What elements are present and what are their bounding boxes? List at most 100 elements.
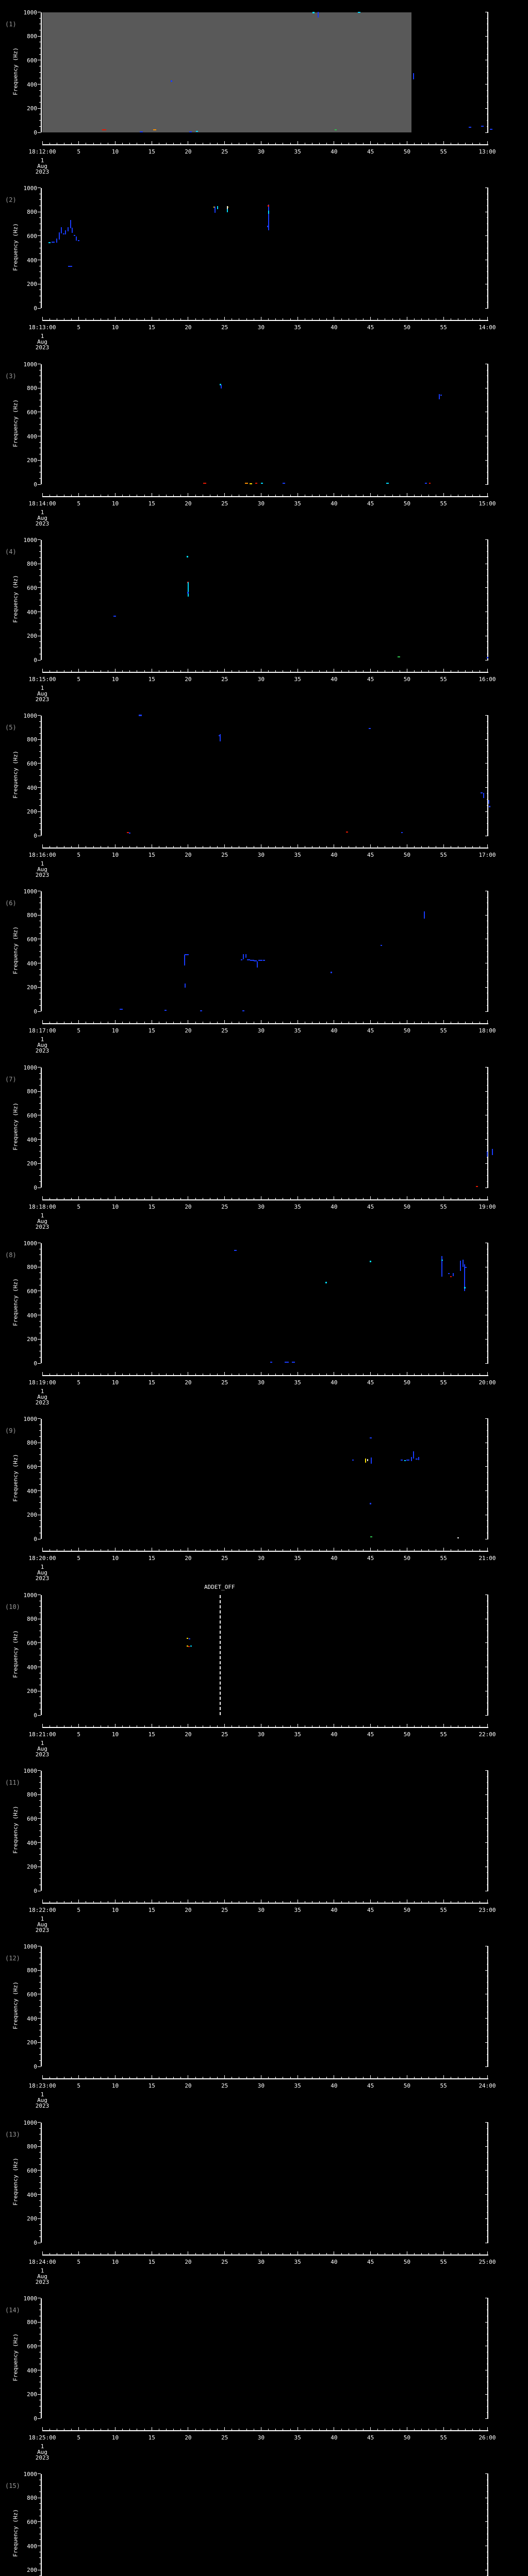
y-tick-right [487, 478, 488, 479]
x-tick [173, 143, 174, 144]
y-tick-right [485, 2194, 488, 2195]
x-tick [428, 318, 430, 320]
y-tick [39, 1181, 41, 1182]
panel-number-label: (7) [5, 1076, 16, 1083]
x-start-time-label: 18:13:00 [28, 324, 56, 331]
plot-area[interactable] [42, 1067, 493, 1188]
x-tick-label: 25 [221, 676, 228, 683]
detection-mark [227, 206, 228, 212]
x-tick [275, 1022, 276, 1023]
plot-area[interactable] [42, 2298, 487, 2419]
x-tick [392, 143, 393, 144]
x-tick [217, 1725, 218, 1727]
plot-area[interactable] [42, 2474, 487, 2576]
detection-mark [440, 394, 442, 396]
x-tick-label: 45 [367, 1379, 374, 1386]
y-tick [39, 2158, 41, 2159]
y-tick [39, 2200, 41, 2201]
plot-area[interactable] [42, 1946, 487, 2067]
plot-area[interactable] [42, 1595, 487, 1715]
plot-area[interactable] [42, 364, 487, 485]
y-tick-right [487, 423, 488, 425]
x-tick-label: 15 [148, 852, 155, 858]
x-tick [370, 1548, 371, 1551]
x-tick [246, 2429, 247, 2430]
detection-mark [234, 1249, 237, 1251]
y-axis-left-spine [41, 12, 42, 132]
y-tick [39, 2358, 41, 2359]
y-tick-right [487, 442, 488, 443]
x-tick [487, 844, 488, 848]
x-tick [268, 670, 269, 672]
y-tick-right [487, 2212, 488, 2213]
x-tick-label: 45 [367, 2259, 374, 2265]
x-tick [392, 1022, 393, 1023]
y-tick [39, 1357, 41, 1358]
detection-mark [404, 1460, 406, 1462]
y-tick-right [487, 1448, 488, 1449]
plot-area[interactable] [42, 1771, 487, 1891]
detection-mark [247, 959, 251, 960]
x-tick [42, 2251, 43, 2255]
y-axis-title: Frequency (Hz) [12, 223, 19, 272]
x-tick [122, 495, 123, 496]
plot-area[interactable] [42, 891, 487, 1012]
detection-mark [352, 1460, 354, 1461]
x-tick [341, 143, 342, 144]
x-start-time-label: 18:24:00 [28, 2259, 56, 2265]
x-tick-label: 15 [148, 2082, 155, 2089]
x-tick [93, 1374, 94, 1375]
y-tick-right [485, 2066, 488, 2067]
x-tick [319, 318, 320, 320]
x-tick [341, 495, 342, 496]
y-tick [39, 641, 41, 642]
plot-area[interactable] [42, 2123, 487, 2243]
plot-area[interactable] [42, 1419, 487, 1539]
plot-area[interactable] [42, 540, 488, 660]
y-tick-right [487, 2140, 488, 2141]
y-tick-right [485, 539, 488, 540]
x-tick [392, 670, 393, 672]
y-tick-label: 600 [27, 1991, 37, 1998]
date-label-line: 2023 [35, 344, 50, 351]
y-tick-right [487, 1436, 488, 1437]
date-label-line: 1 [40, 1916, 44, 1922]
y-tick-right [487, 2358, 488, 2359]
detection-mark [219, 383, 221, 385]
x-tick [443, 2427, 444, 2430]
y-tick-right [487, 1073, 488, 1074]
plot-area[interactable] [42, 1243, 487, 1364]
spectrogram-panel: (5) Frequency (Hz) 0 200 400 600 800 1000 18:16:… [0, 703, 528, 879]
x-tick-label: 30 [257, 852, 265, 858]
x-tick [78, 141, 79, 144]
detection-mark [188, 1646, 190, 1647]
plot-area[interactable] [42, 188, 487, 309]
x-tick [414, 2077, 415, 2078]
x-tick [326, 1901, 327, 1903]
y-tick [39, 1157, 41, 1158]
x-tick-label: 50 [403, 676, 410, 683]
x-tick [42, 669, 43, 672]
y-tick-label: 0 [34, 481, 37, 488]
spectrogram-panel: (13) Frequency (Hz) 0 200 400 600 800 1000 18:24… [0, 2110, 528, 2286]
plot-area[interactable] [42, 12, 492, 132]
y-tick [38, 587, 41, 588]
plot-area[interactable] [42, 715, 490, 836]
x-end-time-label: 19:00 [478, 1204, 496, 1210]
x-tick [217, 2253, 218, 2255]
y-tick [39, 120, 41, 121]
y-tick [39, 1472, 41, 1473]
x-tick-label: 40 [331, 1027, 338, 1034]
detection-mark [189, 131, 192, 132]
y-tick-right [487, 1860, 488, 1861]
x-tick [392, 1198, 393, 1199]
detection-mark [450, 1276, 452, 1277]
spectrogram-panel: (2) Frequency (Hz) 0 200 400 600 800 1000 18:13:… [0, 176, 528, 351]
y-tick-right [487, 2503, 488, 2504]
x-tick [144, 495, 145, 496]
x-tick [180, 495, 182, 496]
date-label-line: 1 [40, 1564, 44, 1570]
x-tick [224, 493, 225, 496]
x-tick [472, 1725, 473, 1727]
x-tick [370, 493, 371, 496]
